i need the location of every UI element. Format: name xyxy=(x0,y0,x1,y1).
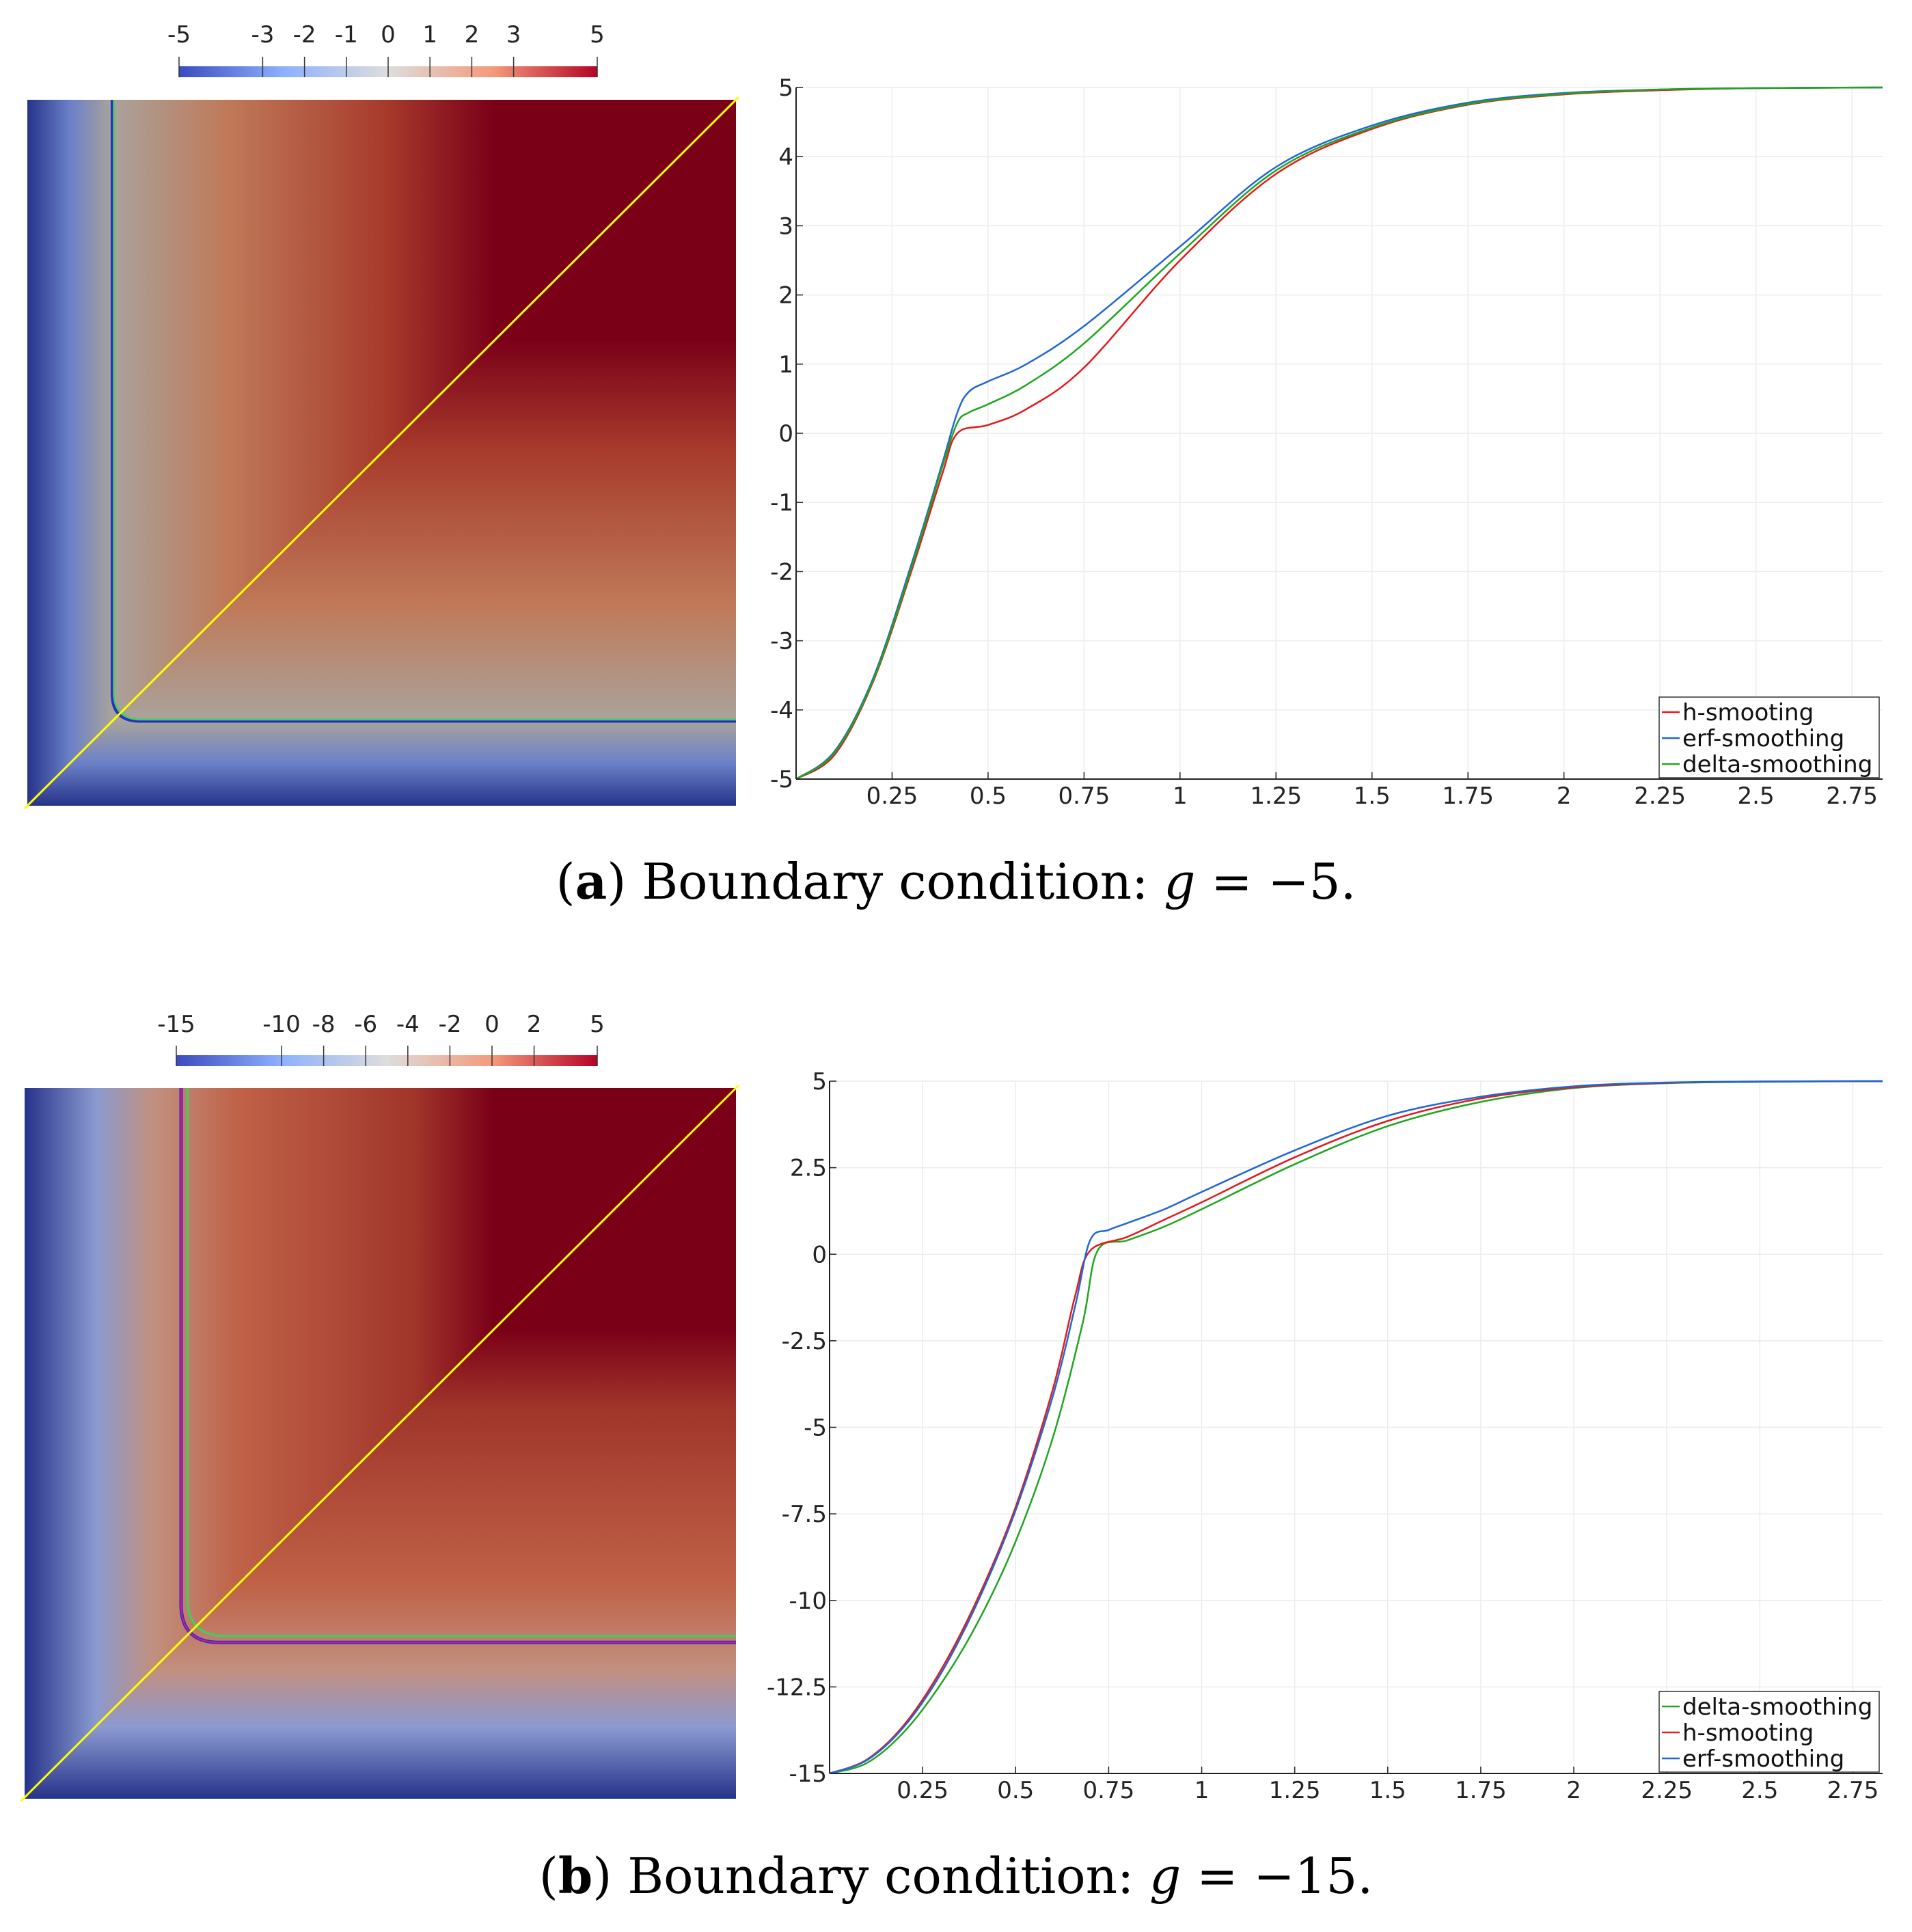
series-line-delta-smoothing xyxy=(795,86,1883,780)
diagonal-line xyxy=(19,1084,740,1803)
x-tick-label: 0.25 xyxy=(866,783,918,810)
legend-label: erf-smoothing xyxy=(1682,1745,1844,1773)
y-tick-label: 2 xyxy=(778,282,793,310)
grid xyxy=(796,87,1883,780)
x-tick-label: 2 xyxy=(1566,1777,1581,1804)
colorbar-b: -15 -10 -8 -6 -4 -2 0 2 5 xyxy=(157,1011,605,1066)
legend-label: delta-smoothing xyxy=(1682,1693,1872,1721)
colorbar-tick-label: -6 xyxy=(354,1011,377,1038)
x-tick-label: 1.75 xyxy=(1442,783,1494,810)
y-tick-label: 2.5 xyxy=(790,1155,827,1182)
colorbar-tick-label: 0 xyxy=(381,21,396,49)
x-tick-label: 0.25 xyxy=(897,1777,948,1804)
x-tick-label: 0.5 xyxy=(970,783,1007,810)
x-tick-label: 2.75 xyxy=(1826,783,1878,810)
legend-label: h-smooting xyxy=(1682,699,1814,726)
y-tick-label: 1 xyxy=(778,351,793,379)
x-tick-label: 2 xyxy=(1557,783,1572,810)
y-tick-label: -10 xyxy=(789,1588,827,1615)
colorbar-tick-label: -10 xyxy=(262,1011,301,1038)
line-plot-a: 0.25 0.5 0.75 1 1.25 1.5 1.75 2 2.25 2.5 2.75 -5 -4… xyxy=(770,74,1883,810)
y-tick-label: -2.5 xyxy=(782,1328,827,1355)
colorbar-a: -5 -3 -2 -1 0 1 2 3 5 xyxy=(167,21,605,77)
colorbar-tick-label: 5 xyxy=(590,1011,605,1038)
legend-label: h-smooting xyxy=(1682,1719,1814,1747)
x-tick-label: 2.75 xyxy=(1827,1777,1879,1804)
y-tick-label: -2 xyxy=(770,558,793,586)
y-tick-label: -12.5 xyxy=(767,1674,827,1701)
colorbar-tick-label: 2 xyxy=(465,21,480,49)
colorbar-tick-label: -1 xyxy=(335,21,358,49)
y-tick-label: 0 xyxy=(778,420,793,448)
series-group xyxy=(829,1080,1883,1775)
diagonal-line xyxy=(23,96,740,810)
y-tick-label: -15 xyxy=(789,1760,827,1788)
y-tick-label: -1 xyxy=(770,489,793,517)
colorbar-tick-label: -4 xyxy=(396,1011,420,1038)
panel-b: -15 -10 -8 -6 -4 -2 0 2 5 0.25 0.5 0.75 1 1.25 1.5 1.7… xyxy=(19,1011,1883,1905)
colorbar-tick-label: 1 xyxy=(422,21,437,49)
y-tick-label: -5 xyxy=(770,766,793,793)
y-tick-label: -3 xyxy=(770,628,793,655)
colorbar-tick-label: 0 xyxy=(484,1011,500,1038)
x-tick-label: 2.25 xyxy=(1641,1777,1693,1804)
colorbar-tick-label: -8 xyxy=(312,1011,336,1038)
colorbar-tick-label: -3 xyxy=(251,21,274,49)
x-tick-label: 1.75 xyxy=(1455,1777,1507,1804)
colorbar-tick-label: -2 xyxy=(293,21,316,49)
y-tick-label: -5 xyxy=(804,1415,827,1442)
legend-label: delta-smoothing xyxy=(1682,751,1872,778)
caption-b: (b) Boundary condition: g = −15. xyxy=(539,1847,1373,1905)
field-plot-a xyxy=(23,96,740,810)
panel-a: -5 -3 -2 -1 0 1 2 3 5 0.25 0.5 0.75 1 1.25 1.5 1.75 2 2.… xyxy=(23,21,1883,910)
series-line-erf-smoothing xyxy=(829,1080,1883,1775)
colorbar-tick-label: -2 xyxy=(438,1011,461,1038)
colorbar-tick-label: -5 xyxy=(167,21,191,49)
y-ticks: -15 -12.5 -10 -7.5 -5 -2.5 0 2.5 5 xyxy=(767,1068,836,1788)
x-tick-label: 2.5 xyxy=(1741,1777,1778,1804)
x-tick-label: 2.25 xyxy=(1634,783,1686,810)
x-tick-label: 0.75 xyxy=(1059,783,1110,810)
line-plot-b: 0.25 0.5 0.75 1 1.25 1.5 1.75 2 2.25 2.5 2.75 -15-… xyxy=(767,1068,1883,1804)
caption-a: (a) Boundary condition: g = −5. xyxy=(556,852,1356,910)
y-tick-label: -7.5 xyxy=(782,1501,827,1528)
y-tick-label: 5 xyxy=(778,74,793,102)
x-tick-label: 1 xyxy=(1194,1777,1210,1804)
legend-box xyxy=(1658,1691,1880,1773)
colorbar-tick-label: 2 xyxy=(527,1011,542,1038)
y-tick-label: 3 xyxy=(778,213,793,240)
x-tick-label: 2.5 xyxy=(1738,783,1775,810)
x-ticks: 0.25 0.5 0.75 1 1.25 1.5 1.75 2 2.25 2.5 2.75 xyxy=(897,1767,1879,1804)
y-tick-label: 0 xyxy=(812,1241,827,1268)
x-tick-label: 1.25 xyxy=(1250,783,1302,810)
legend-box xyxy=(1658,696,1880,778)
x-tick-label: 1.5 xyxy=(1369,1777,1406,1804)
x-tick-label: 0.75 xyxy=(1083,1777,1135,1804)
legend-label: erf-smoothing xyxy=(1682,725,1844,752)
x-tick-label: 0.5 xyxy=(997,1777,1034,1804)
colorbar-tick-label: -15 xyxy=(157,1011,195,1038)
field-plot-b xyxy=(19,1084,740,1803)
x-tick-label: 1 xyxy=(1173,783,1188,810)
y-tick-label: -4 xyxy=(770,697,793,724)
grid xyxy=(830,1080,1883,1774)
colorbar-tick-label: 3 xyxy=(506,21,521,49)
y-ticks: -5 -4 -3 -2 -1 0 1 2 3 4 5 xyxy=(770,74,803,793)
x-tick-label: 1.25 xyxy=(1269,1777,1321,1804)
colorbar-tick-label: 5 xyxy=(590,21,605,49)
series-group xyxy=(795,86,1883,780)
y-tick-label: 4 xyxy=(778,144,793,171)
x-ticks: 0.25 0.5 0.75 1 1.25 1.5 1.75 2 2.25 2.5 2.75 xyxy=(866,772,1878,810)
x-tick-label: 1.5 xyxy=(1354,783,1391,810)
y-tick-label: 5 xyxy=(812,1068,827,1096)
